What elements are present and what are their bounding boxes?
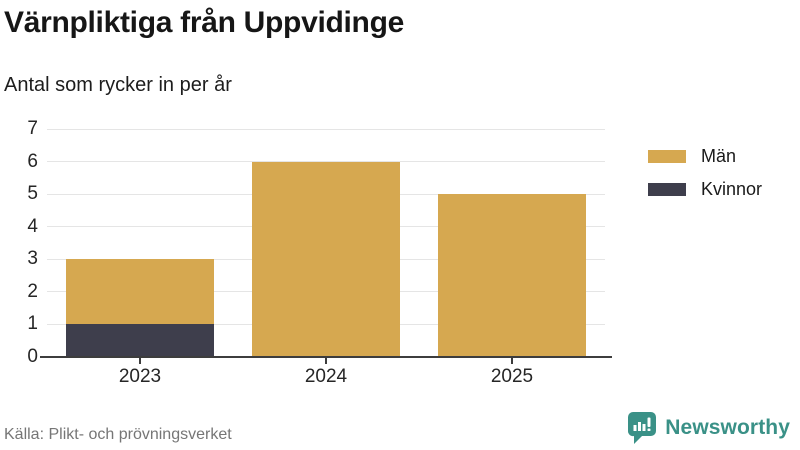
x-axis-line (40, 356, 612, 358)
chart-title: Värnpliktiga från Uppvidinge (4, 6, 404, 39)
bar-segment-män-2025 (438, 194, 586, 357)
source-note: Källa: Plikt- och prövningsverket (4, 426, 232, 443)
legend-label: Män (701, 146, 737, 166)
brand-logo: Newsworthy (628, 412, 790, 444)
x-tick-label: 2025 (490, 366, 534, 387)
bar-segment-kvinnor-2023 (66, 324, 214, 357)
y-tick-label: 3 (27, 248, 38, 270)
y-tick-label: 2 (27, 280, 38, 302)
legend-item-kvinnor: Kvinnor (648, 179, 762, 200)
bar-segment-män-2023 (66, 259, 214, 325)
legend-item-män: Män (648, 146, 762, 167)
plot-area (47, 128, 605, 357)
y-tick-label: 1 (27, 313, 38, 335)
bar-segment-män-2024 (252, 161, 400, 357)
legend-swatch (648, 183, 686, 196)
x-tick-label: 2023 (118, 366, 162, 387)
legend-label: Kvinnor (701, 179, 763, 199)
newsworthy-icon (628, 412, 657, 444)
y-tick-label: 7 (27, 118, 38, 139)
x-axis-tick (139, 358, 141, 364)
y-tick-label: 6 (27, 150, 38, 172)
y-tick-label: 0 (27, 346, 38, 367)
brand-name: Newsworthy (665, 416, 790, 439)
x-tick-label: 2024 (304, 366, 348, 387)
legend: Män Kvinnor (648, 146, 762, 212)
y-tick-label: 4 (27, 215, 38, 237)
x-axis-tick (325, 358, 327, 364)
y-tick-label: 5 (27, 183, 38, 205)
gridline (47, 128, 605, 130)
x-axis-tick (511, 358, 513, 364)
legend-swatch (648, 150, 686, 163)
chart-subtitle: Antal som rycker in per år (4, 74, 232, 96)
